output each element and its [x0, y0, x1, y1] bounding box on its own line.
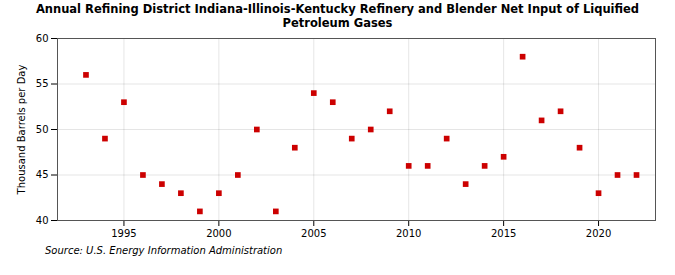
html-text:Source: U.S. Energy Informatio: Source: U.S. Energy Information Administ…: [45, 245, 283, 256]
html-text:Annual Refining District India: Annual Refining District Indiana-Illinoi…: [35, 2, 640, 16]
svg-text:Thousand Barrels per Day: Thousand Barrels per Day: [16, 65, 27, 196]
html-text:Petroleum Gases: Petroleum Gases: [282, 16, 393, 30]
svg-text:60: 60: [36, 33, 49, 44]
svg-text:45: 45: [36, 169, 49, 180]
svg-text:2000: 2000: [206, 228, 231, 239]
svg-text:55: 55: [36, 78, 49, 89]
svg-text:40: 40: [36, 215, 49, 226]
svg-text:2005: 2005: [301, 228, 326, 239]
svg-text:2020: 2020: [586, 228, 611, 239]
svg-text:1995: 1995: [111, 228, 136, 239]
svg-text:2015: 2015: [491, 228, 516, 239]
svg-text:2010: 2010: [396, 228, 421, 239]
svg-text:50: 50: [36, 124, 49, 135]
